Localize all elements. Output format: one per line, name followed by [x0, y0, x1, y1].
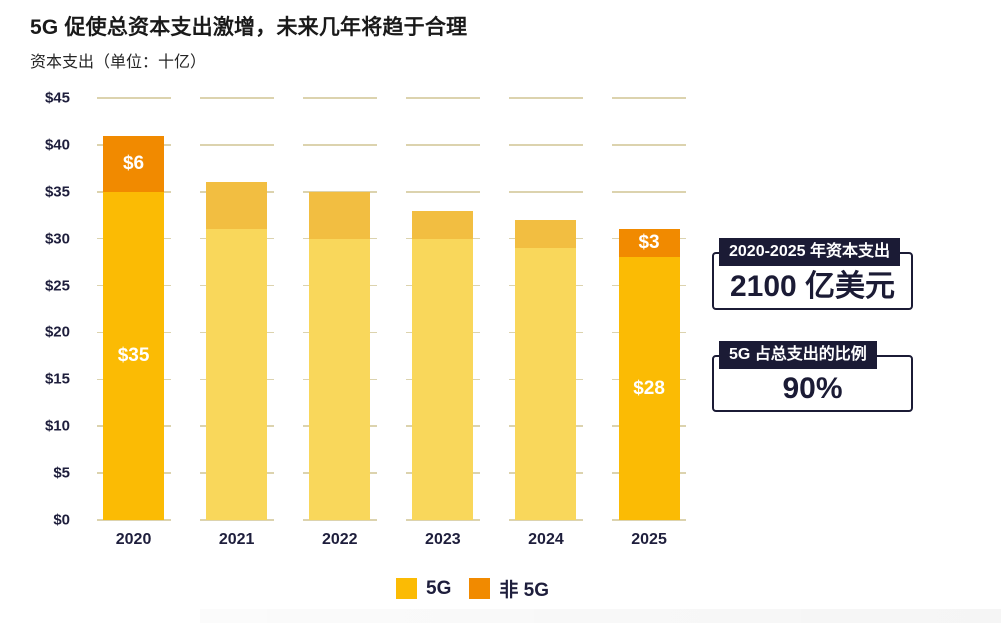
bar-segment-2023-5g	[412, 238, 474, 520]
bar-value-label: $28	[633, 377, 665, 399]
callout-total-capex-label: 2020-2025 年资本支出	[719, 238, 900, 266]
gridline-segment	[302, 144, 377, 146]
gridline-segment	[405, 519, 480, 521]
gridline-segment	[199, 519, 274, 521]
bar-segment-2024-5g	[515, 248, 577, 520]
legend-swatch-non5g-icon	[469, 578, 491, 599]
gridline-segment	[96, 97, 171, 99]
callout-total-capex: 2020-2025 年资本支出 2100 亿美元	[712, 238, 913, 310]
chart-legend: 5G 非 5G	[396, 575, 549, 602]
gridline-segment	[405, 191, 480, 193]
gridline-segment	[612, 519, 687, 521]
bar-segment-2020-non5g: $6	[103, 135, 165, 192]
gridline-segment	[612, 97, 687, 99]
chart-subtitle: 资本支出（单位：十亿）	[30, 54, 207, 71]
legend-item-non5g: 非 5G	[469, 575, 549, 602]
bar-segment-2025-5g: $28	[618, 257, 680, 520]
y-axis-tick-label: $20	[44, 323, 70, 341]
y-axis-tick-label: $0	[53, 511, 70, 529]
bar-segment-2025-non5g: $3	[618, 229, 680, 258]
gridline-segment	[508, 191, 583, 193]
y-axis-tick-label: $45	[44, 89, 70, 107]
bar-value-label: $3	[638, 232, 660, 254]
y-axis-tick-label: $5	[53, 464, 70, 482]
gridline-segment	[199, 144, 274, 146]
y-axis-tick-label: $40	[44, 136, 70, 154]
gridline-segment	[508, 144, 583, 146]
x-axis-label-2024: 2024	[528, 531, 564, 548]
gridline-segment	[302, 519, 377, 521]
legend-label-5g: 5G	[426, 577, 452, 599]
footer-gradient-strip	[200, 609, 1001, 623]
bar-segment-2020-5g: $35	[103, 191, 165, 520]
bar-segment-2024-non5g	[515, 219, 577, 249]
legend-label-non5g: 非 5G	[499, 580, 549, 601]
y-axis-tick-label: $15	[44, 370, 70, 388]
gridline-segment	[199, 97, 274, 99]
y-axis-tick-label: $30	[44, 230, 70, 248]
bar-segment-2023-non5g	[412, 210, 474, 239]
bar-value-label: $35	[117, 344, 150, 366]
gridline-segment	[96, 519, 171, 521]
x-axis-label-2023: 2023	[425, 531, 461, 548]
gridline-segment	[612, 144, 687, 146]
gridline-segment	[405, 144, 480, 146]
x-axis-label-2021: 2021	[218, 531, 255, 548]
callout-5g-share-label: 5G 占总支出的比例	[719, 341, 877, 369]
x-axis-label-2025: 2025	[631, 531, 667, 548]
legend-swatch-5g-icon	[396, 578, 417, 599]
x-axis-label-2022: 2022	[321, 531, 358, 548]
callout-total-capex-value: 2100 亿美元	[729, 270, 896, 303]
callout-5g-share-value: 90%	[782, 372, 843, 405]
bar-segment-2021-non5g	[206, 182, 268, 230]
bar-segment-2021-5g	[206, 229, 268, 520]
x-axis-label-2020: 2020	[115, 531, 152, 548]
gridline-segment	[405, 97, 480, 99]
gridline-segment	[302, 97, 377, 99]
legend-item-5g: 5G	[396, 578, 451, 600]
y-axis-tick-label: $25	[44, 277, 70, 295]
callout-5g-share: 5G 占总支出的比例 90%	[712, 341, 913, 412]
bar-value-label: $6	[122, 152, 145, 174]
bar-segment-2022-5g	[309, 238, 371, 520]
gridline-segment	[508, 97, 583, 99]
chart-title: 5G 促使总资本支出激增，未来几年将趋于合理	[30, 16, 468, 39]
gridline-segment	[508, 519, 583, 521]
y-axis-tick-label: $35	[44, 183, 70, 201]
gridline-segment	[612, 191, 687, 193]
bar-segment-2022-non5g	[309, 191, 371, 239]
y-axis-tick-label: $10	[44, 417, 70, 435]
